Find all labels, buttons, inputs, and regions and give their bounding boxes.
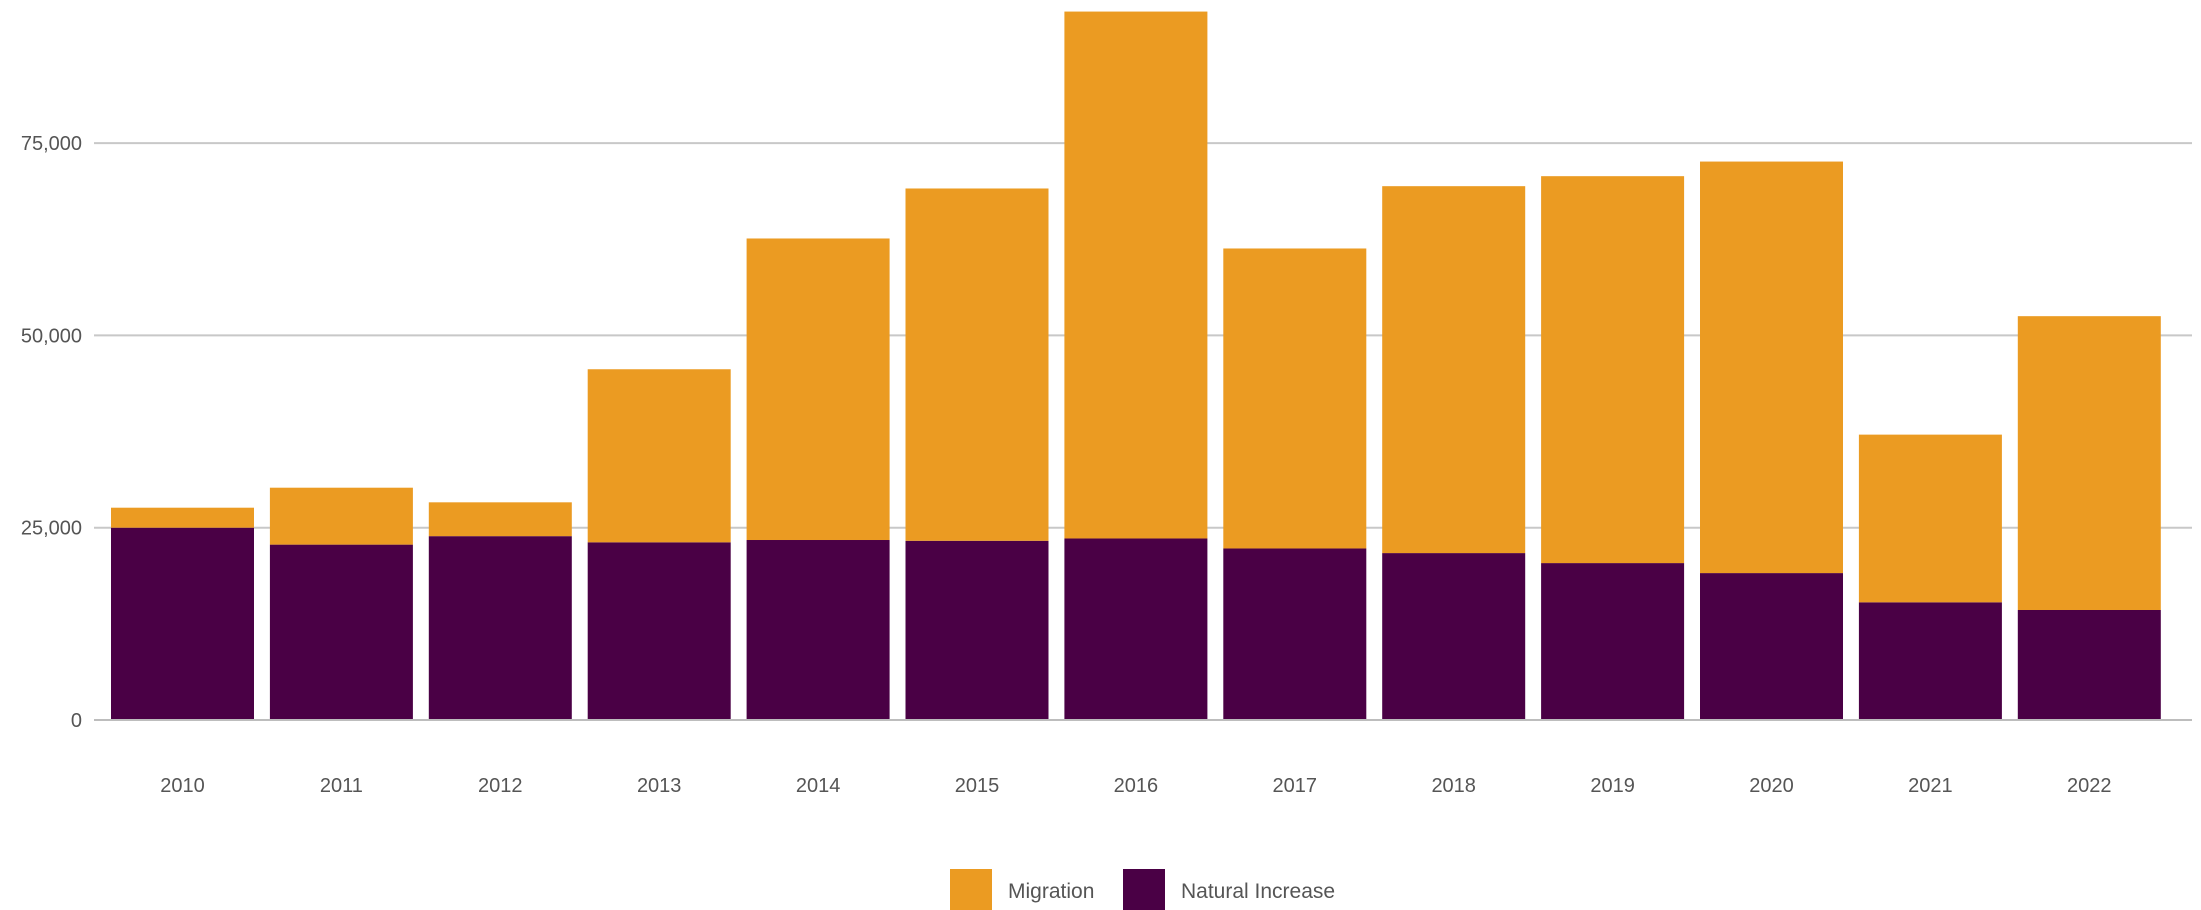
bar-migration-2019 (1541, 176, 1685, 564)
bar-natural-increase-2021 (1858, 602, 2002, 720)
legend: Migration Natural Increase (950, 869, 1335, 910)
y-tick-label: 25,000 (21, 518, 82, 540)
bar-natural-increase-2014 (746, 540, 890, 720)
x-tick-label: 2013 (637, 775, 682, 797)
bar-migration-2022 (2017, 316, 2161, 611)
x-tick-label: 2017 (1273, 775, 1318, 797)
y-tick-label: 50,000 (21, 325, 82, 347)
legend-swatch-migration (950, 869, 992, 910)
bar-migration-2012 (428, 502, 572, 537)
x-tick-label: 2022 (2067, 775, 2112, 797)
legend-label-natural-increase: Natural Increase (1181, 880, 1335, 903)
x-tick-label: 2011 (320, 775, 363, 797)
bar-migration-2014 (746, 238, 890, 541)
x-tick-label: 2014 (796, 775, 841, 797)
bar-migration-2021 (1858, 434, 2002, 603)
bar-natural-increase-2020 (1700, 573, 1843, 720)
x-tick-label: 2021 (1908, 775, 1953, 797)
y-tick-label: 0 (71, 710, 82, 732)
x-tick-label: 2016 (1114, 775, 1159, 797)
bar-natural-increase-2012 (428, 536, 572, 720)
bar-migration-2010 (111, 507, 254, 528)
x-tick-label: 2010 (160, 775, 205, 797)
legend-label-migration: Migration (1008, 880, 1094, 903)
bar-natural-increase-2022 (2017, 610, 2161, 720)
bar-natural-increase-2011 (269, 544, 413, 720)
x-tick-label: 2015 (955, 775, 1000, 797)
legend-swatch-natural-increase (1123, 869, 1165, 910)
bar-natural-increase-2013 (587, 542, 731, 720)
bar-natural-increase-2010 (111, 527, 254, 720)
bar-migration-2013 (587, 369, 731, 543)
bars (111, 11, 2161, 720)
x-tick-label: 2018 (1431, 775, 1476, 797)
bar-migration-2020 (1700, 161, 1843, 574)
bar-natural-increase-2017 (1223, 548, 1367, 720)
bar-migration-2016 (1064, 11, 1208, 539)
y-tick-label: 75,000 (21, 133, 82, 155)
bar-natural-increase-2015 (905, 540, 1049, 720)
x-tick-label: 2019 (1590, 775, 1635, 797)
bar-natural-increase-2016 (1064, 538, 1208, 720)
bar-migration-2018 (1382, 186, 1526, 554)
bar-natural-increase-2019 (1541, 563, 1685, 720)
bar-migration-2011 (269, 487, 413, 545)
bar-natural-increase-2018 (1382, 553, 1526, 720)
axes: 0 25,000 50,000 75,000 2010 2011 2012 2013 2014 2… (21, 133, 2192, 797)
bar-migration-2015 (905, 188, 1049, 541)
bar-migration-2017 (1223, 248, 1367, 549)
x-tick-label: 2012 (478, 775, 523, 797)
x-tick-label: 2020 (1749, 775, 1794, 797)
